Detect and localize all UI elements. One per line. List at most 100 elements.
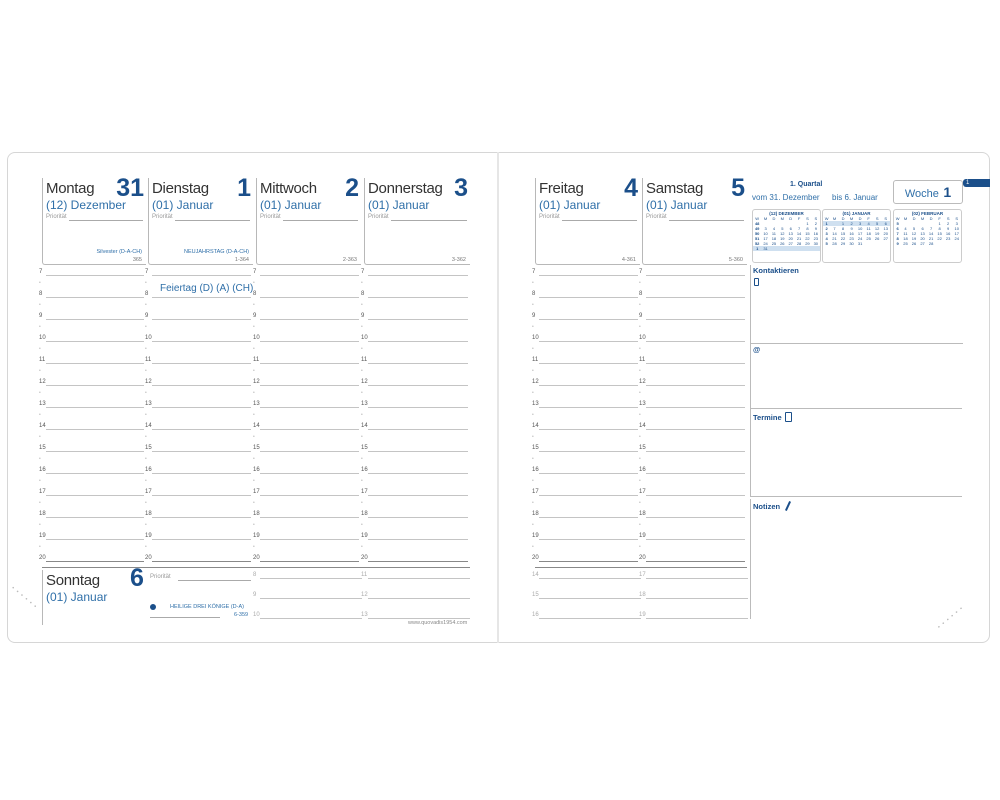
hour-line[interactable] [368,385,468,386]
date-cell[interactable]: 2 [850,221,853,226]
date-cell[interactable]: 23 [945,236,951,241]
priority-line[interactable] [69,220,143,221]
date-cell[interactable]: 14 [928,231,934,236]
hour-line[interactable] [646,407,745,408]
date-cell[interactable] [770,246,778,251]
hour-line[interactable] [646,429,745,430]
date-cell[interactable]: 10 [954,226,959,231]
date-cell[interactable]: 9 [947,226,950,231]
priority-line[interactable] [391,220,467,221]
date-cell[interactable]: 12 [911,231,917,236]
date-cell[interactable] [935,241,944,246]
hour-line[interactable] [646,539,745,540]
hour-line[interactable] [260,429,359,430]
date-cell[interactable]: 11 [771,231,777,236]
date-cell[interactable]: 6 [789,226,792,231]
date-cell[interactable]: 3 [858,221,862,226]
date-cell[interactable]: 13 [788,231,793,236]
hour-line[interactable] [539,429,638,430]
date-cell[interactable]: 15 [840,231,846,236]
date-cell[interactable] [795,246,803,251]
hour-line[interactable] [260,561,359,562]
date-cell[interactable] [803,246,811,251]
date-cell[interactable]: 21 [928,236,934,241]
hour-line[interactable] [46,319,144,320]
hour-line[interactable] [539,385,638,386]
date-cell[interactable]: 23 [813,236,819,241]
hour-line[interactable] [260,473,359,474]
date-cell[interactable]: 31 [763,246,768,251]
date-cell[interactable]: 16 [945,231,951,236]
hour-line[interactable] [646,451,745,452]
date-cell[interactable]: 4 [867,221,870,226]
hour-line[interactable] [646,495,745,496]
hour-line[interactable] [368,539,468,540]
date-cell[interactable]: 4 [904,226,907,231]
hour-line[interactable] [46,385,144,386]
hour-line[interactable] [260,341,359,342]
date-cell[interactable] [778,246,786,251]
date-cell[interactable]: 28 [832,241,837,246]
date-cell[interactable]: 3 [955,221,958,226]
hour-line[interactable] [152,561,251,562]
date-cell[interactable]: 10 [763,231,768,236]
hour-line[interactable] [646,618,748,619]
hour-line[interactable] [46,341,144,342]
date-cell[interactable]: 22 [840,236,846,241]
week-tab[interactable]: 1 [963,179,990,187]
hour-line[interactable] [646,363,745,364]
hour-line[interactable] [260,297,359,298]
hour-line[interactable] [368,275,468,276]
hour-line[interactable] [152,495,251,496]
date-cell[interactable]: 1 [806,221,809,226]
hour-line[interactable] [646,275,745,276]
date-cell[interactable]: 15 [937,231,942,236]
hour-line[interactable] [260,618,362,619]
hour-line[interactable] [539,319,638,320]
hour-line[interactable] [152,297,251,298]
date-cell[interactable]: 5 [912,226,916,231]
hour-line[interactable] [646,385,745,386]
hour-line[interactable] [539,275,638,276]
date-cell[interactable]: 24 [763,241,768,246]
hour-line[interactable] [368,363,468,364]
date-cell[interactable]: 18 [866,231,871,236]
date-cell[interactable]: 13 [920,231,925,236]
date-cell[interactable]: 28 [796,241,802,246]
hour-line[interactable] [368,517,468,518]
hour-line[interactable] [539,407,638,408]
hour-line[interactable] [260,495,359,496]
hour-line[interactable] [260,319,359,320]
date-cell[interactable]: 12 [874,226,880,231]
date-cell[interactable] [881,241,890,246]
hour-line[interactable] [368,473,468,474]
hour-line[interactable] [646,561,745,562]
hour-line[interactable] [368,618,470,619]
hour-line[interactable] [152,451,251,452]
hour-line[interactable] [539,341,638,342]
date-cell[interactable]: 21 [796,236,802,241]
date-cell[interactable]: 1 [841,221,845,226]
date-cell[interactable]: 17 [763,236,768,241]
hour-line[interactable] [46,451,144,452]
date-cell[interactable]: 7 [797,226,801,231]
priority-line[interactable] [175,220,250,221]
date-cell[interactable]: 26 [780,241,785,246]
hour-line[interactable] [152,539,251,540]
date-cell[interactable]: 25 [866,236,871,241]
hour-line[interactable] [152,363,251,364]
hour-line[interactable] [539,598,641,599]
date-cell[interactable]: 7 [929,226,933,231]
hour-line[interactable] [152,473,251,474]
hour-line[interactable] [539,473,638,474]
hour-line[interactable] [539,578,641,579]
date-cell[interactable]: 10 [857,226,863,231]
date-cell[interactable]: 8 [841,226,845,231]
hour-line[interactable] [539,297,638,298]
date-cell[interactable]: 11 [903,231,908,236]
date-cell[interactable]: 5 [781,226,784,231]
hour-line[interactable] [152,429,251,430]
hour-line[interactable] [539,539,638,540]
date-cell[interactable]: 19 [911,236,917,241]
date-cell[interactable]: 23 [849,236,854,241]
